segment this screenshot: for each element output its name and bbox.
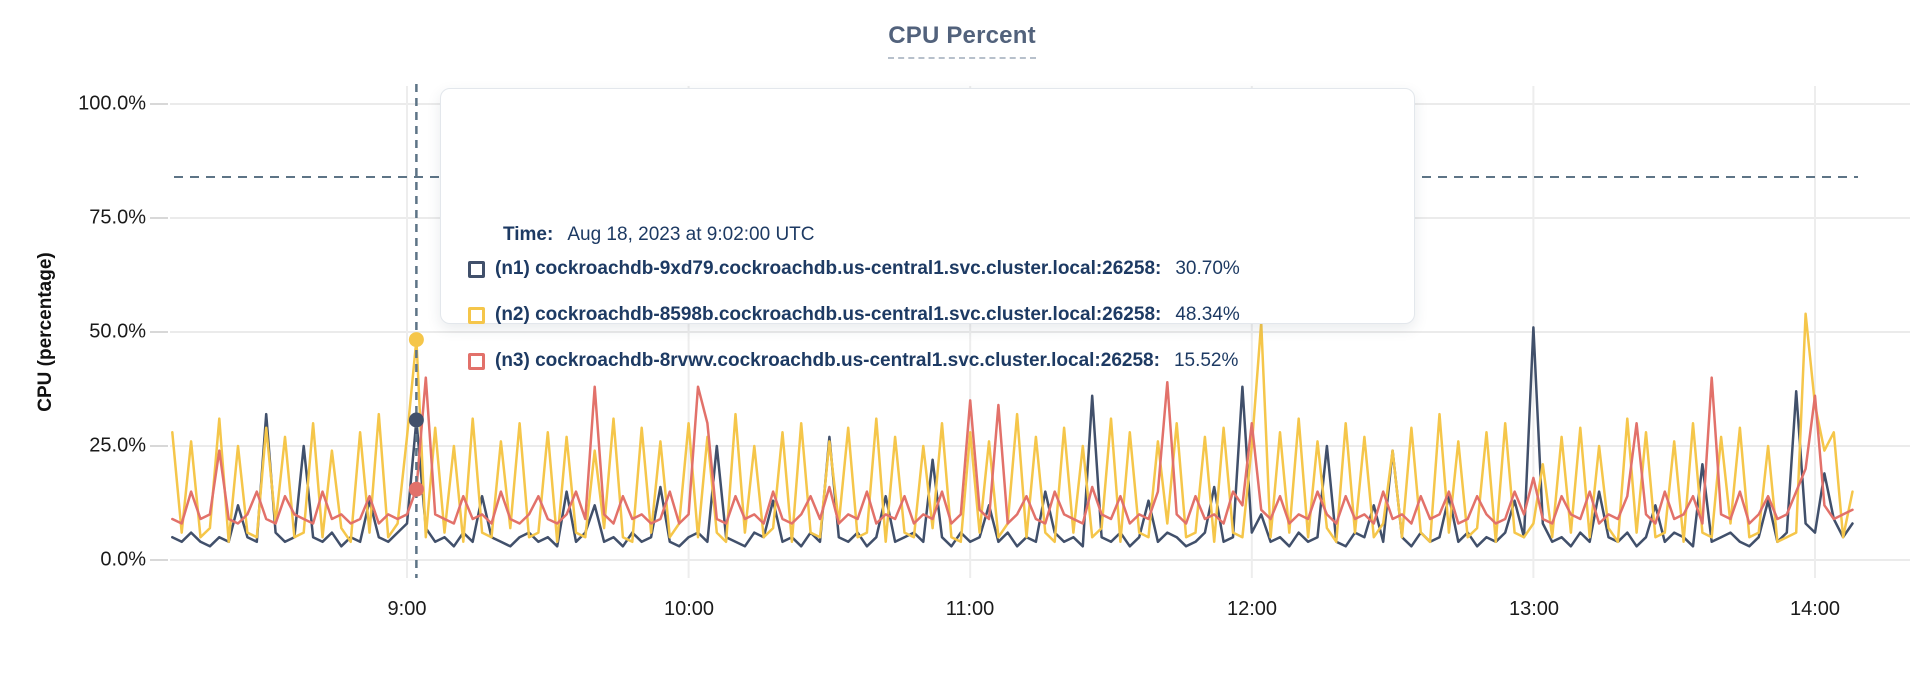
hover-point-n1	[408, 412, 424, 428]
x-axis-tick-label: 9:00	[387, 598, 427, 620]
series-line-n3	[171, 376, 1854, 525]
series-value: 30.70%	[1175, 258, 1240, 279]
chart-title-wrap: CPU Percent	[0, 22, 1924, 59]
series-line-n1	[171, 326, 1854, 548]
x-axis-tick-label: 14:00	[1789, 598, 1841, 620]
x-axis-tick-label: 13:00	[1508, 598, 1560, 620]
series-swatch-icon	[468, 352, 485, 370]
series-line-n2	[171, 312, 1854, 544]
x-axis-tick-label: 12:00	[1226, 598, 1278, 620]
series-label: (n2) cockroachdb-8598b.cockroachdb.us-ce…	[495, 304, 1162, 325]
series-label: (n3) cockroachdb-8rvwv.cockroachdb.us-ce…	[495, 350, 1160, 371]
series-swatch-icon	[468, 260, 485, 278]
y-axis-tick-label: 75.0%	[89, 206, 146, 229]
y-axis-tick-label: 50.0%	[89, 320, 146, 343]
hover-point-n2	[408, 332, 424, 348]
hover-point-n3	[408, 481, 424, 497]
series-label: (n1) cockroachdb-9xd79.cockroachdb.us-ce…	[495, 258, 1162, 279]
tooltip-series-row: (n3) cockroachdb-8rvwv.cockroachdb.us-ce…	[468, 350, 1238, 372]
series-value: 15.52%	[1173, 350, 1239, 371]
y-axis-tick-label: 0.0%	[100, 548, 146, 571]
tooltip-time-value: Aug 18, 2023 at 9:02:00 UTC	[567, 224, 815, 245]
y-axis-tick-label: 25.0%	[89, 434, 146, 457]
hover-tooltip: Time: Aug 18, 2023 at 9:02:00 UTC (n1) co…	[440, 88, 1415, 371]
tooltip-time-row: Time: Aug 18, 2023 at 9:02:00 UTC	[503, 224, 815, 246]
y-axis-tick-label: 100.0%	[78, 92, 146, 115]
x-axis-tick-label: 11:00	[945, 598, 995, 620]
series-value: 48.34%	[1175, 304, 1240, 325]
x-axis-tick-label: 10:00	[663, 598, 715, 620]
tooltip-series-row: (n1) cockroachdb-9xd79.cockroachdb.us-ce…	[468, 258, 1240, 280]
tooltip-time-label: Time:	[503, 224, 554, 245]
chart-title[interactable]: CPU Percent	[888, 22, 1036, 59]
series-swatch-icon	[468, 306, 485, 324]
tooltip-series-row: (n2) cockroachdb-8598b.cockroachdb.us-ce…	[468, 304, 1240, 326]
